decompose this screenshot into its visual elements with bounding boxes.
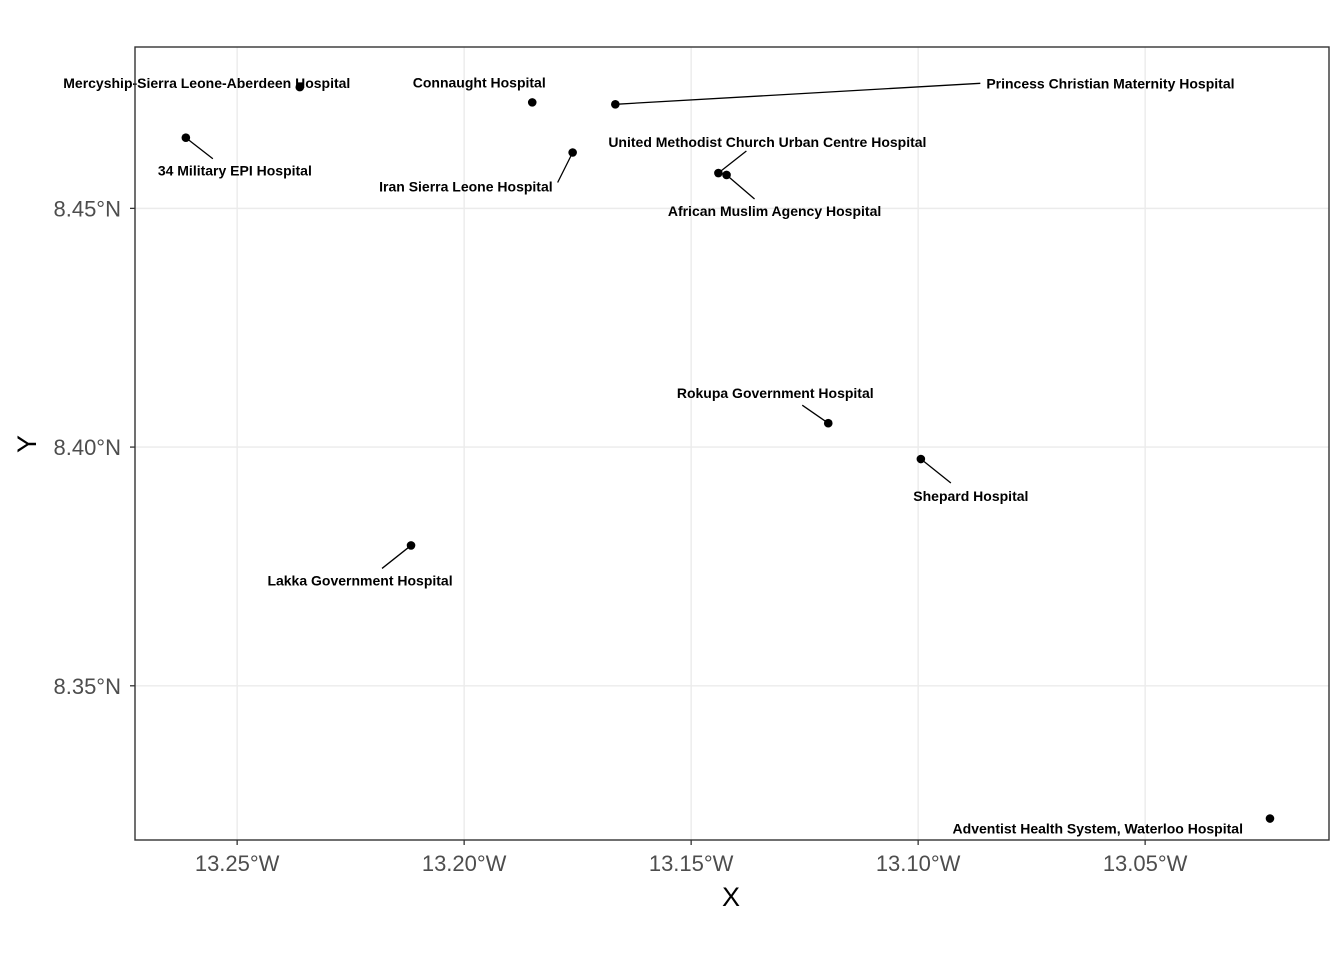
hospital-point[interactable] <box>1265 814 1275 823</box>
hospital-label: Connaught Hospital <box>413 74 546 90</box>
label-leader-line <box>557 152 574 183</box>
hospital-labels: Mercyship-Sierra Leone-Aberdeen Hospital… <box>63 74 1243 836</box>
grid-lines <box>135 47 1329 840</box>
hospital-label: Rokupa Government Hospital <box>677 385 874 401</box>
hospital-label: Shepard Hospital <box>913 488 1028 504</box>
y-axis-title: Y <box>12 435 42 453</box>
hospital-point[interactable] <box>714 168 723 178</box>
label-leader-line <box>185 137 214 160</box>
hospital-label: United Methodist Church Urban Centre Hos… <box>608 134 926 150</box>
hospital-point[interactable] <box>916 454 926 464</box>
hospital-label: African Muslim Agency Hospital <box>668 203 881 219</box>
label-leader-line <box>920 458 952 484</box>
hospital-point[interactable] <box>295 82 305 92</box>
hospital-label: Iran Sierra Leone Hospital <box>379 179 553 195</box>
x-tick-label: 13.10°W <box>876 851 961 876</box>
panel-background <box>135 47 1329 840</box>
x-tick-label: 13.20°W <box>422 851 507 876</box>
hospital-point[interactable] <box>722 170 731 180</box>
hospital-label: Princess Christian Maternity Hospital <box>986 75 1234 91</box>
label-leader-line <box>717 150 747 174</box>
label-leader-line <box>726 174 755 200</box>
hospital-point[interactable] <box>406 541 416 550</box>
hospital-points <box>181 82 1275 823</box>
label-leader-line <box>615 82 981 105</box>
leader-lines <box>185 82 981 569</box>
hospital-point[interactable] <box>527 98 537 107</box>
hospital-label: Mercyship-Sierra Leone-Aberdeen Hospital <box>63 75 350 91</box>
x-axis-ticks: 13.25°W 13.20°W 13.15°W 13.10°W 13.05°W <box>195 840 1188 876</box>
hospital-point[interactable] <box>568 148 577 157</box>
y-axis-ticks: 8.35°N 8.40°N 8.45°N <box>53 196 135 699</box>
hospital-label: 34 Military EPI Hospital <box>158 163 312 179</box>
x-tick-label: 13.15°W <box>649 851 734 876</box>
y-tick-label: 8.45°N <box>53 196 121 221</box>
panel-border <box>134 46 1330 841</box>
hospital-label: Lakka Government Hospital <box>267 572 452 588</box>
hospital-point[interactable] <box>611 99 620 109</box>
hospital-label: Adventist Health System, Waterloo Hospit… <box>953 821 1243 837</box>
x-tick-label: 13.05°W <box>1103 851 1188 876</box>
label-leader-line <box>381 544 412 569</box>
hospital-point[interactable] <box>181 133 191 143</box>
hospital-point[interactable] <box>823 418 833 428</box>
y-tick-label: 8.35°N <box>53 674 121 699</box>
x-tick-label: 13.25°W <box>195 851 280 876</box>
y-tick-label: 8.40°N <box>53 435 121 460</box>
x-axis-title: X <box>722 882 740 912</box>
label-leader-line <box>801 404 829 424</box>
